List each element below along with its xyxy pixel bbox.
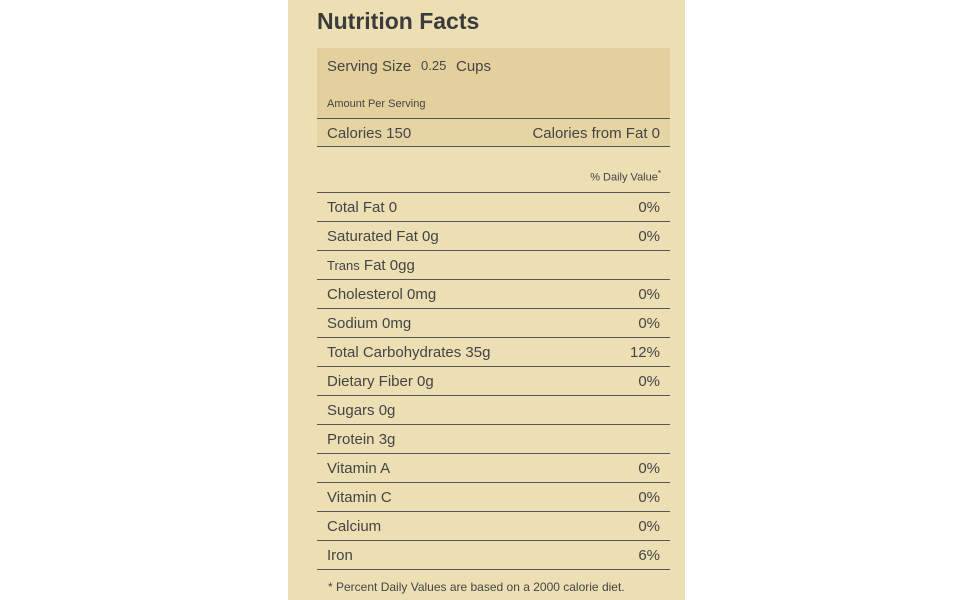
nutrient-label: Total Fat 0 xyxy=(327,199,398,216)
nutrient-label: Sodium 0mg xyxy=(327,315,412,332)
row-divider xyxy=(317,569,670,570)
serving-unit: Cups xyxy=(456,58,492,75)
nutrient-row: Calcium 0% xyxy=(317,511,670,540)
nutrient-row: Vitamin C 0% xyxy=(317,482,670,511)
daily-value: 0% xyxy=(638,315,660,332)
daily-value: 0% xyxy=(638,228,660,245)
nutrient-label-group: Vitamin C xyxy=(327,489,392,506)
nutrient-label: Vitamin A xyxy=(327,460,391,477)
footnote: * Percent Daily Values are based on a 20… xyxy=(328,580,625,594)
nutrient-row: Vitamin A 0% xyxy=(317,453,670,482)
nutrient-label: Vitamin C xyxy=(327,489,392,506)
daily-value-text: % Daily Value xyxy=(590,171,658,184)
nutrient-row: Cholesterol 0mg 0% xyxy=(317,279,670,308)
nutrient-label: Saturated Fat 0g xyxy=(327,228,439,245)
amount-per-serving: Amount Per Serving xyxy=(327,98,426,110)
calories-row: Calories 150 Calories from Fat 0 xyxy=(317,118,670,147)
daily-value-header: % Daily Value* xyxy=(590,169,661,184)
daily-value: 0% xyxy=(638,518,660,535)
title: Nutrition Facts xyxy=(317,8,480,34)
nutrient-label: Dietary Fiber 0g xyxy=(327,373,434,390)
nutrient-label-group: Total Fat 0 xyxy=(327,199,397,216)
nutrient-row: Trans Fat 0gg xyxy=(317,250,670,279)
nutrient-row: Iron 6% xyxy=(317,540,670,569)
nutrition-panel: Nutrition Facts Serving Size 0.25 Cups A… xyxy=(288,0,685,600)
nutrient-label: Cholesterol 0mg xyxy=(327,286,437,303)
nutrient-label-group: Total Carbohydrates 35g xyxy=(327,344,490,361)
calories-from-fat: Calories from Fat 0 xyxy=(532,125,660,142)
nutrient-label-group: Saturated Fat 0g xyxy=(327,228,439,245)
nutrient-label: Protein 3g xyxy=(327,431,396,448)
nutrient-label-group: Sugars 0g xyxy=(327,402,395,419)
daily-value: 12% xyxy=(629,344,660,361)
nutrient-label-group: Protein 3g xyxy=(327,431,395,448)
nutrient-label-group: Sodium 0mg xyxy=(327,315,411,332)
daily-value: 0% xyxy=(638,489,660,506)
nutrient-label: Iron xyxy=(327,547,353,564)
daily-value: 0% xyxy=(638,199,660,216)
nutrient-row: Total Carbohydrates 35g 12% xyxy=(317,337,670,366)
nutrient-label-group: Calcium xyxy=(327,518,381,535)
nutrient-label: Fat 0gg xyxy=(363,257,415,274)
nutrient-label-group: Dietary Fiber 0g xyxy=(327,373,434,390)
nutrient-row: Total Fat 0 0% xyxy=(317,192,670,221)
daily-value: 0% xyxy=(638,286,660,303)
daily-value: 6% xyxy=(638,547,660,564)
serving-box: Serving Size 0.25 Cups Amount Per Servin… xyxy=(317,48,670,118)
nutrient-prefix: Trans xyxy=(327,258,360,273)
daily-value: 0% xyxy=(638,373,660,390)
daily-value-mark: * xyxy=(657,169,661,178)
nutrient-label: Total Carbohydrates 35g xyxy=(327,344,491,361)
nutrient-label: Calcium xyxy=(327,518,382,535)
serving-amount: 0.25 xyxy=(421,58,447,73)
daily-value: 0% xyxy=(638,460,660,477)
nutrient-row: Protein 3g xyxy=(317,424,670,453)
nutrient-label-group: Trans Fat 0gg xyxy=(327,257,415,274)
nutrient-label-group: Vitamin A xyxy=(327,460,390,477)
nutrient-row: Sodium 0mg 0% xyxy=(317,308,670,337)
serving-label: Serving Size xyxy=(327,58,412,75)
calories: Calories 150 xyxy=(327,125,412,142)
nutrient-label: Sugars 0g xyxy=(327,402,396,419)
nutrient-label-group: Iron xyxy=(327,547,353,564)
nutrient-row: Sugars 0g xyxy=(317,395,670,424)
nutrient-label-group: Cholesterol 0mg xyxy=(327,286,436,303)
nutrient-row: Dietary Fiber 0g 0% xyxy=(317,366,670,395)
nutrient-row: Saturated Fat 0g 0% xyxy=(317,221,670,250)
